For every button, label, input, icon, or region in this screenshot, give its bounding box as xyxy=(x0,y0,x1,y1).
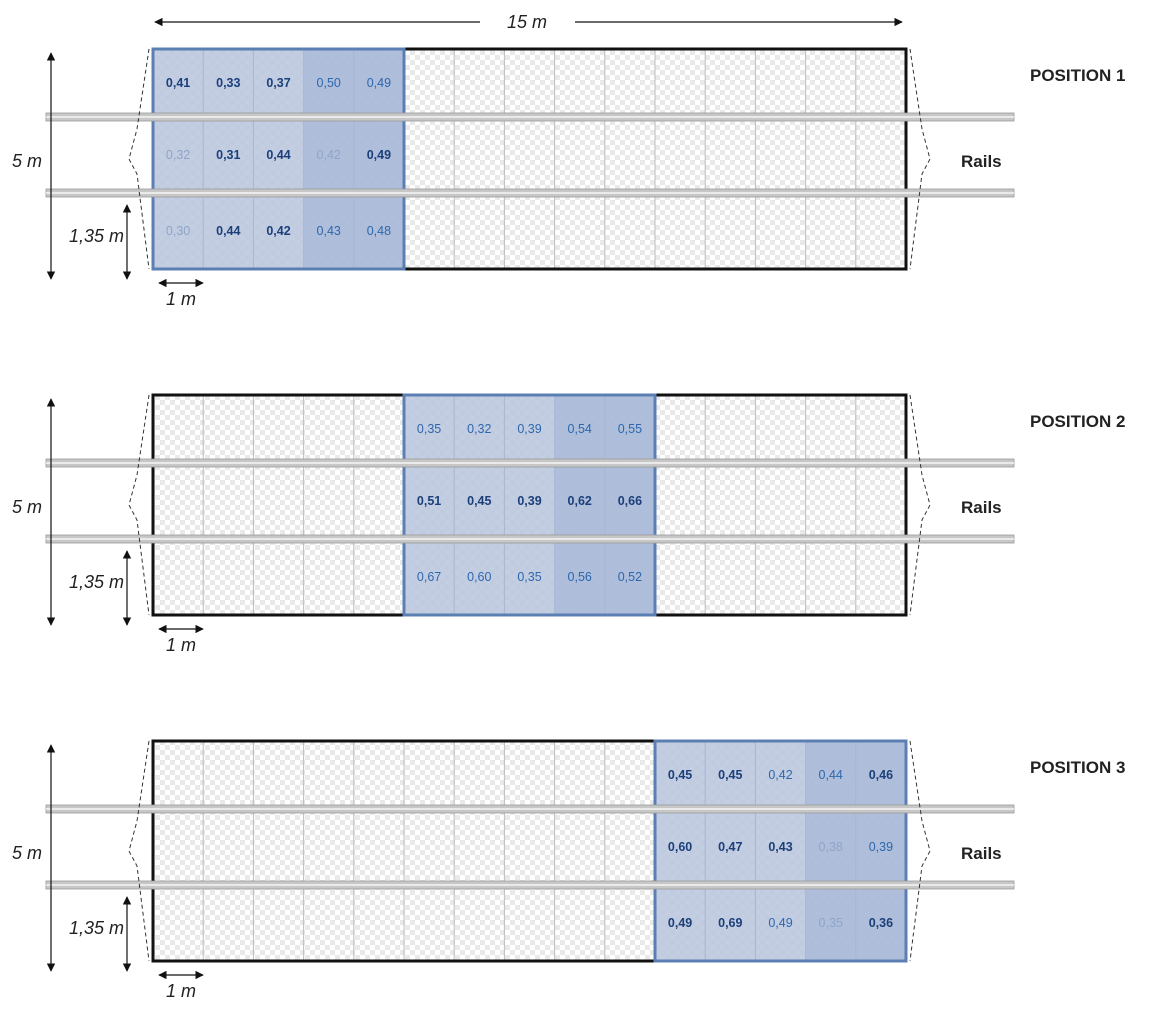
measurement-value: 0,55 xyxy=(618,422,642,436)
measurement-value: 0,62 xyxy=(568,494,592,508)
measurement-value: 0,35 xyxy=(819,916,843,930)
measurement-value: 0,49 xyxy=(668,916,692,930)
measurement-value: 0,69 xyxy=(718,916,742,930)
rails-label: Rails xyxy=(961,844,1002,863)
measurement-value: 0,38 xyxy=(819,840,843,854)
rail-offset-dimension-label: 1,35 m xyxy=(69,572,124,592)
measurement-value: 0,48 xyxy=(367,224,391,238)
position-panel-1: 0,41 0,33 0,37 0,50 0,49 0,32 0,31 0,44 0,42 0,49… xyxy=(4,47,1125,309)
measurement-value: 0,45 xyxy=(668,768,692,782)
measurement-value: 0,42 xyxy=(317,148,341,162)
rails-label: Rails xyxy=(961,498,1002,517)
measurement-value: 0,43 xyxy=(317,224,341,238)
measurement-value: 0,52 xyxy=(618,570,642,584)
measurement-value: 0,67 xyxy=(417,570,441,584)
position-title: POSITION 2 xyxy=(1030,412,1125,431)
break-mark-left xyxy=(128,394,150,616)
measurement-value: 0,35 xyxy=(417,422,441,436)
break-mark-right xyxy=(909,740,931,962)
position-panel-3: 0,45 0,45 0,42 0,44 0,46 0,60 0,47 0,43 0,38 0,39… xyxy=(4,739,1125,1001)
side-dimension-label: 5 m xyxy=(12,843,42,863)
side-dimension-label: 5 m xyxy=(12,497,42,517)
measurement-value: 0,41 xyxy=(166,76,190,90)
top-dimension: 15 m xyxy=(154,12,903,32)
measurement-value: 0,31 xyxy=(216,148,240,162)
measurement-value: 0,45 xyxy=(718,768,742,782)
position-title: POSITION 1 xyxy=(1030,66,1125,85)
break-mark-left xyxy=(128,740,150,962)
measurement-value: 0,43 xyxy=(768,840,792,854)
measurement-value: 0,35 xyxy=(517,570,541,584)
measurement-value: 0,39 xyxy=(869,840,893,854)
measurement-value: 0,39 xyxy=(517,494,541,508)
measurement-value: 0,44 xyxy=(819,768,843,782)
measurement-zone-outline xyxy=(653,739,908,963)
measurement-value: 0,42 xyxy=(768,768,792,782)
measurement-zone-outline xyxy=(402,393,657,617)
top-dimension-label: 15 m xyxy=(507,12,547,32)
measurement-value: 0,30 xyxy=(166,224,190,238)
measurement-value: 0,51 xyxy=(417,494,441,508)
side-dimension-bg xyxy=(4,841,48,865)
cell-dimension-label: 1 m xyxy=(166,289,196,309)
break-mark-right xyxy=(909,48,931,270)
measurement-zone-outline xyxy=(151,47,406,271)
measurement-value: 0,50 xyxy=(317,76,341,90)
position-panel-2: 0,35 0,32 0,39 0,54 0,55 0,51 0,45 0,39 0,62 0,66… xyxy=(4,393,1125,655)
rail-offset-dimension-label: 1,35 m xyxy=(69,918,124,938)
measurement-value: 0,60 xyxy=(467,570,491,584)
measurement-value: 0,37 xyxy=(266,76,290,90)
cell-dimension-label: 1 m xyxy=(166,635,196,655)
measurement-value: 0,32 xyxy=(467,422,491,436)
measurement-value: 0,60 xyxy=(668,840,692,854)
break-mark-right xyxy=(909,394,931,616)
measurement-value: 0,54 xyxy=(568,422,592,436)
break-mark-left xyxy=(128,48,150,270)
side-dimension-label: 5 m xyxy=(12,151,42,171)
measurement-value: 0,39 xyxy=(517,422,541,436)
measurement-value: 0,49 xyxy=(367,148,391,162)
side-dimension-bg xyxy=(4,149,48,173)
measurement-value: 0,47 xyxy=(718,840,742,854)
measurement-value: 0,66 xyxy=(618,494,642,508)
side-dimension-bg xyxy=(4,495,48,519)
rail-offset-dimension-label: 1,35 m xyxy=(69,226,124,246)
measurement-value: 0,32 xyxy=(166,148,190,162)
measurement-value: 0,33 xyxy=(216,76,240,90)
measurement-value: 0,44 xyxy=(266,148,290,162)
measurement-value: 0,46 xyxy=(869,768,893,782)
measurement-value: 0,42 xyxy=(266,224,290,238)
position-title: POSITION 3 xyxy=(1030,758,1125,777)
measurement-value: 0,45 xyxy=(467,494,491,508)
rails-label: Rails xyxy=(961,152,1002,171)
measurement-value: 0,36 xyxy=(869,916,893,930)
cell-dimension-label: 1 m xyxy=(166,981,196,1001)
measurement-value: 0,44 xyxy=(216,224,240,238)
measurement-value: 0,56 xyxy=(568,570,592,584)
measurement-value: 0,49 xyxy=(367,76,391,90)
measurement-value: 0,49 xyxy=(768,916,792,930)
